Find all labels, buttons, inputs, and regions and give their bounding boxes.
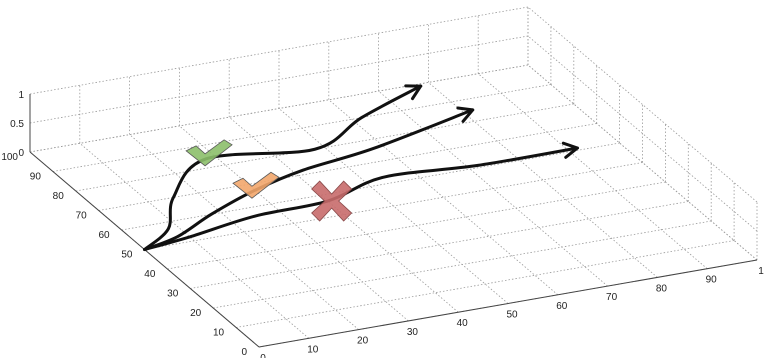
y-tick-label: 50 bbox=[121, 250, 133, 261]
floor-grid-y bbox=[213, 220, 712, 309]
axes bbox=[29, 94, 758, 348]
y-tick-label: 90 bbox=[30, 172, 42, 183]
back-wall-grid-z bbox=[29, 35, 529, 124]
back-wall-grid-z bbox=[29, 64, 529, 153]
floor-grid-x bbox=[278, 108, 509, 304]
outcome-markers bbox=[185, 139, 353, 222]
right-wall-grid-z bbox=[527, 6, 758, 203]
floor-grid-x bbox=[79, 142, 310, 339]
y-tick-label: 10 bbox=[213, 328, 225, 339]
floor-grid-y bbox=[52, 84, 551, 172]
arrowhead-2 bbox=[456, 106, 475, 123]
check-mark bbox=[185, 139, 233, 167]
cross-mark bbox=[311, 180, 353, 222]
trajectory-3 bbox=[143, 146, 579, 251]
x-tick-label: 1 bbox=[758, 266, 764, 277]
z-tick-label: 0.5 bbox=[10, 119, 24, 130]
floor-grid-x bbox=[428, 82, 658, 278]
floor-grid-y bbox=[144, 162, 643, 250]
floor-grid-x bbox=[378, 90, 608, 287]
z-tick-label: 1 bbox=[18, 90, 24, 101]
x-tick-label: 60 bbox=[556, 301, 568, 312]
x-tick-label: 70 bbox=[606, 292, 618, 303]
z-tick-label: 0 bbox=[18, 148, 24, 159]
x-tick-label: 20 bbox=[357, 336, 369, 347]
trajectories bbox=[143, 84, 579, 251]
x-tick-label: 30 bbox=[407, 327, 419, 338]
floor-grid-y bbox=[190, 201, 689, 289]
floor-grid-x bbox=[477, 73, 708, 270]
y-tick-label: 30 bbox=[167, 289, 179, 300]
x-tick-label: 0 bbox=[260, 353, 266, 358]
x-tick-label: 90 bbox=[706, 275, 718, 286]
floor-grid-y bbox=[121, 142, 620, 231]
x-tick-label: 80 bbox=[656, 283, 668, 294]
back-wall-grid-z bbox=[29, 6, 529, 95]
y-tick-label: 40 bbox=[144, 269, 156, 280]
right-wall-grid-z bbox=[527, 64, 758, 261]
x-axis bbox=[258, 259, 758, 348]
right-wall-grid-z bbox=[527, 35, 758, 232]
floor-grid-x bbox=[328, 99, 559, 296]
floor-grid-y bbox=[98, 123, 597, 211]
grid bbox=[29, 6, 758, 348]
y-tick-label: 100 bbox=[1, 152, 18, 163]
x-tick-label: 40 bbox=[457, 318, 469, 329]
tick-labels: 0102030405060708090101020304050607080901… bbox=[1, 90, 764, 358]
arrowhead-1 bbox=[404, 84, 423, 101]
floor-grid-x bbox=[129, 134, 359, 330]
y-tick-label: 70 bbox=[76, 211, 88, 222]
x-tick-label: 10 bbox=[307, 344, 319, 355]
arrowhead-3 bbox=[561, 141, 579, 159]
y-tick-label: 0 bbox=[241, 347, 247, 358]
y-tick-label: 20 bbox=[190, 308, 202, 319]
floor-grid-x bbox=[179, 125, 409, 322]
floor-grid-y bbox=[167, 181, 666, 270]
check-mark bbox=[232, 171, 280, 199]
y-tick-label: 60 bbox=[98, 230, 110, 241]
x-tick-label: 50 bbox=[506, 310, 518, 321]
floor-grid-y bbox=[236, 240, 735, 328]
floor-grid-x bbox=[228, 116, 459, 313]
y-tick-label: 80 bbox=[53, 191, 65, 202]
floor-grid-y bbox=[75, 103, 574, 192]
trajectory-2 bbox=[143, 108, 475, 251]
